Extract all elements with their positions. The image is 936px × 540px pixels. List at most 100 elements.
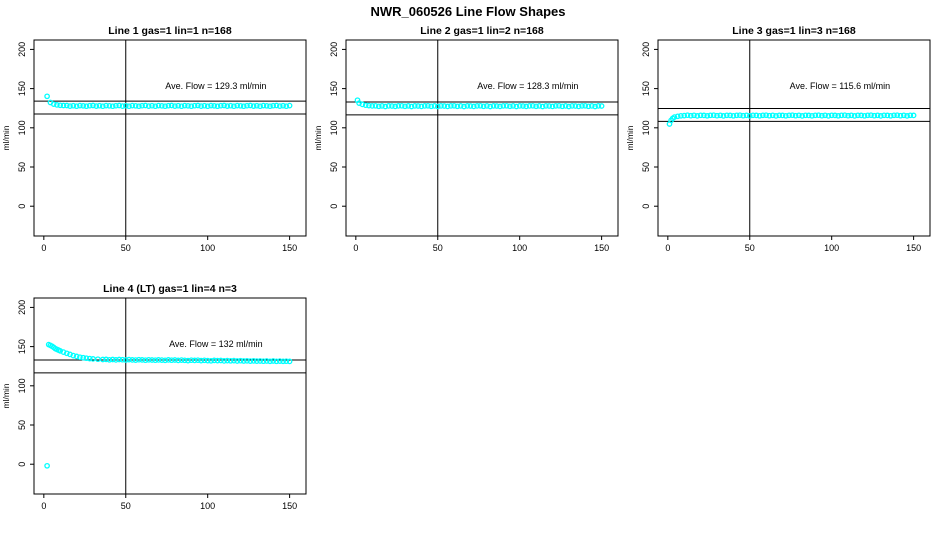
data-point	[782, 112, 789, 119]
data-point	[516, 103, 523, 109]
data-point	[858, 112, 865, 119]
x-axis-tick-label: 50	[121, 501, 131, 511]
data-point	[760, 112, 766, 119]
data-point	[474, 103, 480, 109]
data-point	[897, 112, 904, 119]
data-point	[674, 113, 681, 120]
data-point	[835, 112, 842, 119]
data-point	[543, 103, 549, 109]
data-point	[201, 357, 208, 364]
data-point	[526, 103, 533, 109]
data-point	[270, 358, 277, 364]
x-axis-tick-label: 150	[282, 243, 297, 253]
data-point	[871, 112, 878, 119]
data-point	[283, 358, 290, 365]
data-point	[513, 103, 520, 110]
data-point	[385, 103, 392, 109]
data-point	[907, 112, 914, 119]
data-point	[83, 355, 90, 362]
data-point	[244, 102, 250, 109]
data-point	[809, 112, 815, 119]
data-point	[70, 352, 77, 359]
avg-flow-annotation: Ave. Flow = 128.3 ml/min	[477, 81, 578, 91]
data-point	[168, 102, 175, 109]
data-point	[132, 102, 139, 109]
data-point	[421, 103, 428, 109]
data-point	[792, 112, 799, 119]
data-point	[359, 101, 366, 108]
data-point	[217, 357, 224, 364]
data-point	[227, 102, 234, 109]
data-point	[44, 93, 50, 100]
data-point	[562, 103, 569, 109]
data-point	[372, 102, 379, 109]
y-axis-label: ml/min	[625, 125, 635, 150]
y-axis-tick-label: 0	[641, 204, 651, 209]
data-point	[185, 357, 191, 364]
data-point	[464, 103, 471, 109]
data-point	[552, 103, 559, 109]
data-point	[240, 358, 247, 364]
data-point	[487, 103, 494, 110]
data-point	[766, 112, 773, 119]
data-point	[536, 103, 543, 109]
data-point	[139, 102, 145, 109]
data-point	[263, 102, 270, 109]
data-point	[116, 102, 123, 109]
data-point	[96, 102, 103, 109]
data-point	[70, 102, 77, 109]
data-point	[175, 102, 182, 109]
data-point	[855, 112, 861, 119]
x-axis-tick-label: 150	[594, 243, 609, 253]
subplot-title: Line 4 (LT) gas=1 lin=4 n=3	[103, 283, 237, 295]
data-point	[379, 103, 385, 109]
plot-box	[33, 39, 307, 237]
data-point	[733, 112, 740, 119]
data-points	[666, 112, 917, 127]
data-point	[158, 357, 165, 363]
data-point	[681, 112, 688, 119]
data-point	[244, 357, 250, 364]
data-point	[250, 358, 257, 364]
data-point	[723, 112, 730, 119]
data-point	[819, 112, 825, 119]
data-point	[786, 112, 792, 119]
data-point	[382, 103, 389, 110]
y-axis-tick-label: 0	[17, 462, 27, 467]
data-point	[214, 103, 221, 110]
data-point	[247, 102, 254, 109]
data-point	[188, 357, 195, 364]
data-point	[520, 103, 526, 109]
data-point	[77, 354, 83, 361]
data-point	[585, 103, 592, 110]
y-axis-tick-label: 50	[17, 420, 27, 430]
data-point	[366, 102, 372, 109]
data-point	[168, 357, 175, 364]
data-point	[556, 102, 562, 109]
data-point	[175, 357, 182, 364]
data-point	[109, 103, 116, 110]
data-point	[877, 113, 884, 119]
data-point	[237, 357, 244, 364]
data-point	[90, 102, 96, 109]
data-point	[158, 102, 165, 109]
data-point	[165, 357, 172, 363]
data-point	[122, 357, 129, 363]
data-point	[881, 112, 887, 119]
data-point	[286, 358, 293, 365]
data-point	[86, 355, 93, 362]
y-axis-tick-label: 150	[641, 81, 651, 96]
y-axis-tick-label: 150	[17, 339, 27, 354]
y-axis-tick-label: 200	[329, 42, 339, 57]
subplot-line-4: 0 50 100 150 0 50 100 150 200 Line 4 (LT) gas=1 l…	[0, 282, 312, 540]
data-point	[588, 103, 595, 109]
data-point	[80, 354, 87, 361]
data-point	[402, 103, 408, 110]
data-point	[191, 357, 198, 364]
x-axis-tick-label: 0	[665, 243, 670, 253]
data-point	[57, 348, 64, 354]
data-point	[789, 112, 796, 119]
y-axis-tick-label: 100	[329, 120, 339, 135]
data-point	[142, 102, 149, 109]
data-point	[484, 103, 490, 109]
